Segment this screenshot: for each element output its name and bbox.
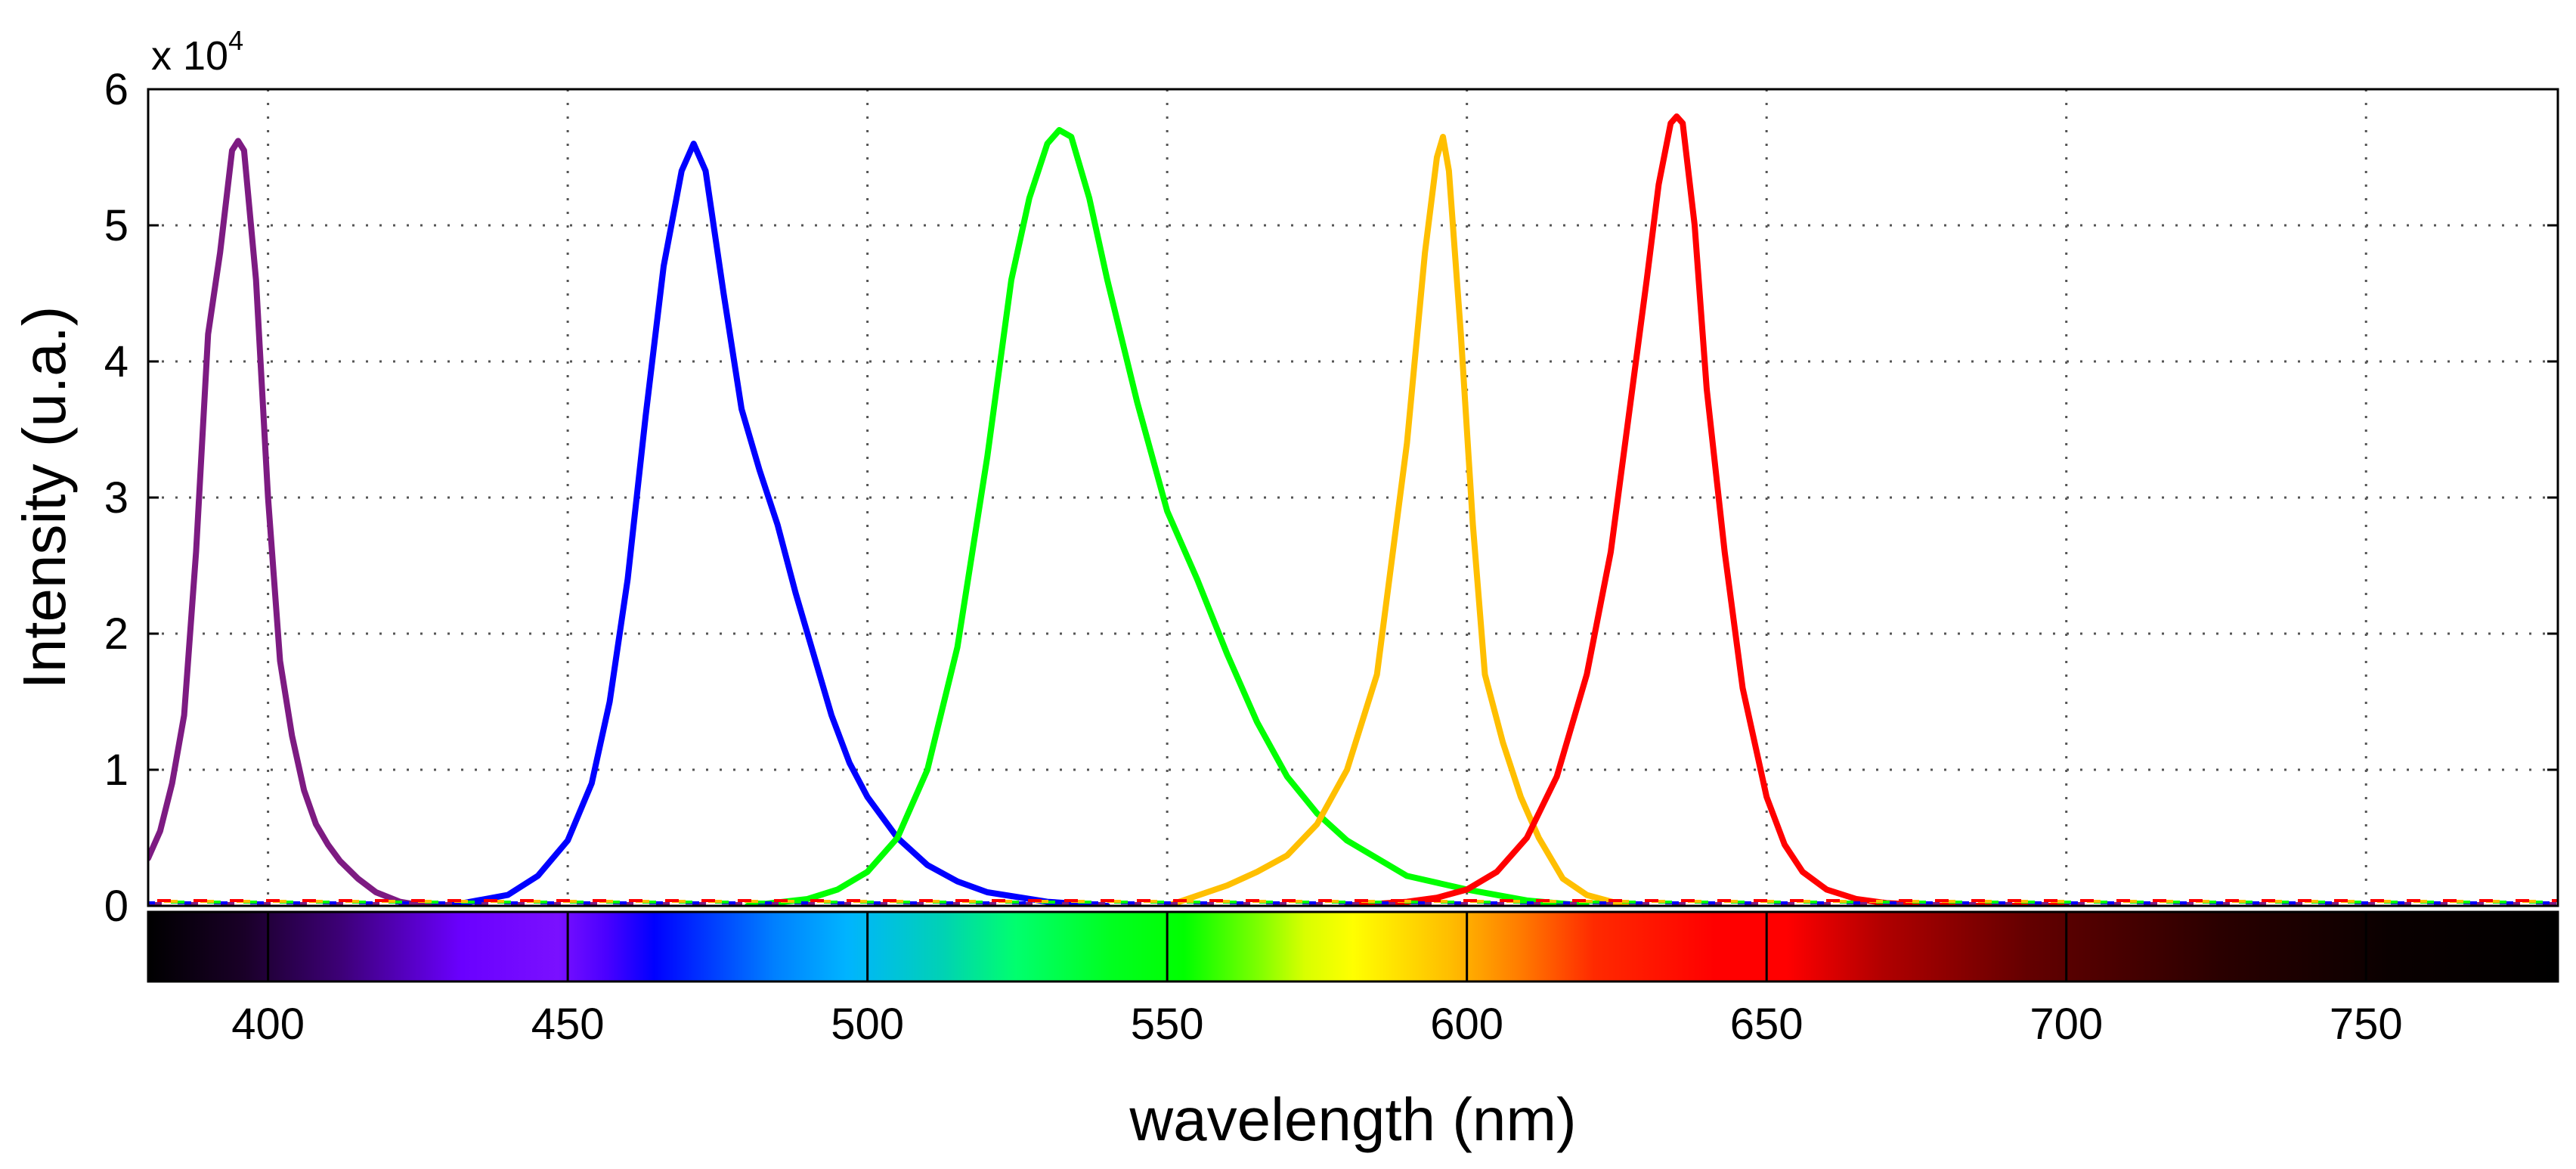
x-tick-label-750: 750 — [2330, 1000, 2403, 1049]
x-tick-label-700: 700 — [2030, 1000, 2103, 1049]
x-tick-label-550: 550 — [1131, 1000, 1204, 1049]
y-tick-label-6: 6 — [104, 65, 128, 114]
series-line-2 — [448, 144, 1107, 906]
y-tick-label-5: 5 — [104, 201, 128, 250]
y-scale-label: x 104 — [151, 25, 243, 79]
plot-frame — [148, 89, 2558, 906]
y-tick-label-0: 0 — [104, 882, 128, 931]
y-scale-exponent: 4 — [228, 25, 243, 56]
series-group — [148, 116, 2558, 906]
grid-lines — [148, 89, 2558, 906]
x-tick-label-600: 600 — [1430, 1000, 1503, 1049]
y-tick-label-1: 1 — [104, 746, 128, 795]
y-tick-label-3: 3 — [104, 473, 128, 522]
x-tick-label-400: 400 — [231, 1000, 305, 1049]
y-tick-label-4: 4 — [104, 337, 128, 386]
x-axis-label: wavelength (nm) — [1129, 1086, 1576, 1153]
spectrum-chart: 0 1 2 3 4 5 6 400 450 500 550 600 650 700 750 x 104 I… — [0, 0, 2576, 1169]
x-axis-tick-labels: 400 450 500 550 600 650 700 750 — [231, 1000, 2402, 1049]
y-axis-label: Intensity (u.a.) — [11, 306, 78, 690]
x-tick-label-450: 450 — [531, 1000, 605, 1049]
x-tick-label-650: 650 — [1730, 1000, 1804, 1049]
spectrum-bar — [148, 912, 2558, 981]
series-line-4 — [1167, 137, 1646, 906]
x-tick-label-500: 500 — [831, 1000, 904, 1049]
series-line-1 — [148, 141, 448, 906]
series-line-3 — [748, 130, 1587, 906]
y-tick-label-2: 2 — [104, 609, 128, 659]
